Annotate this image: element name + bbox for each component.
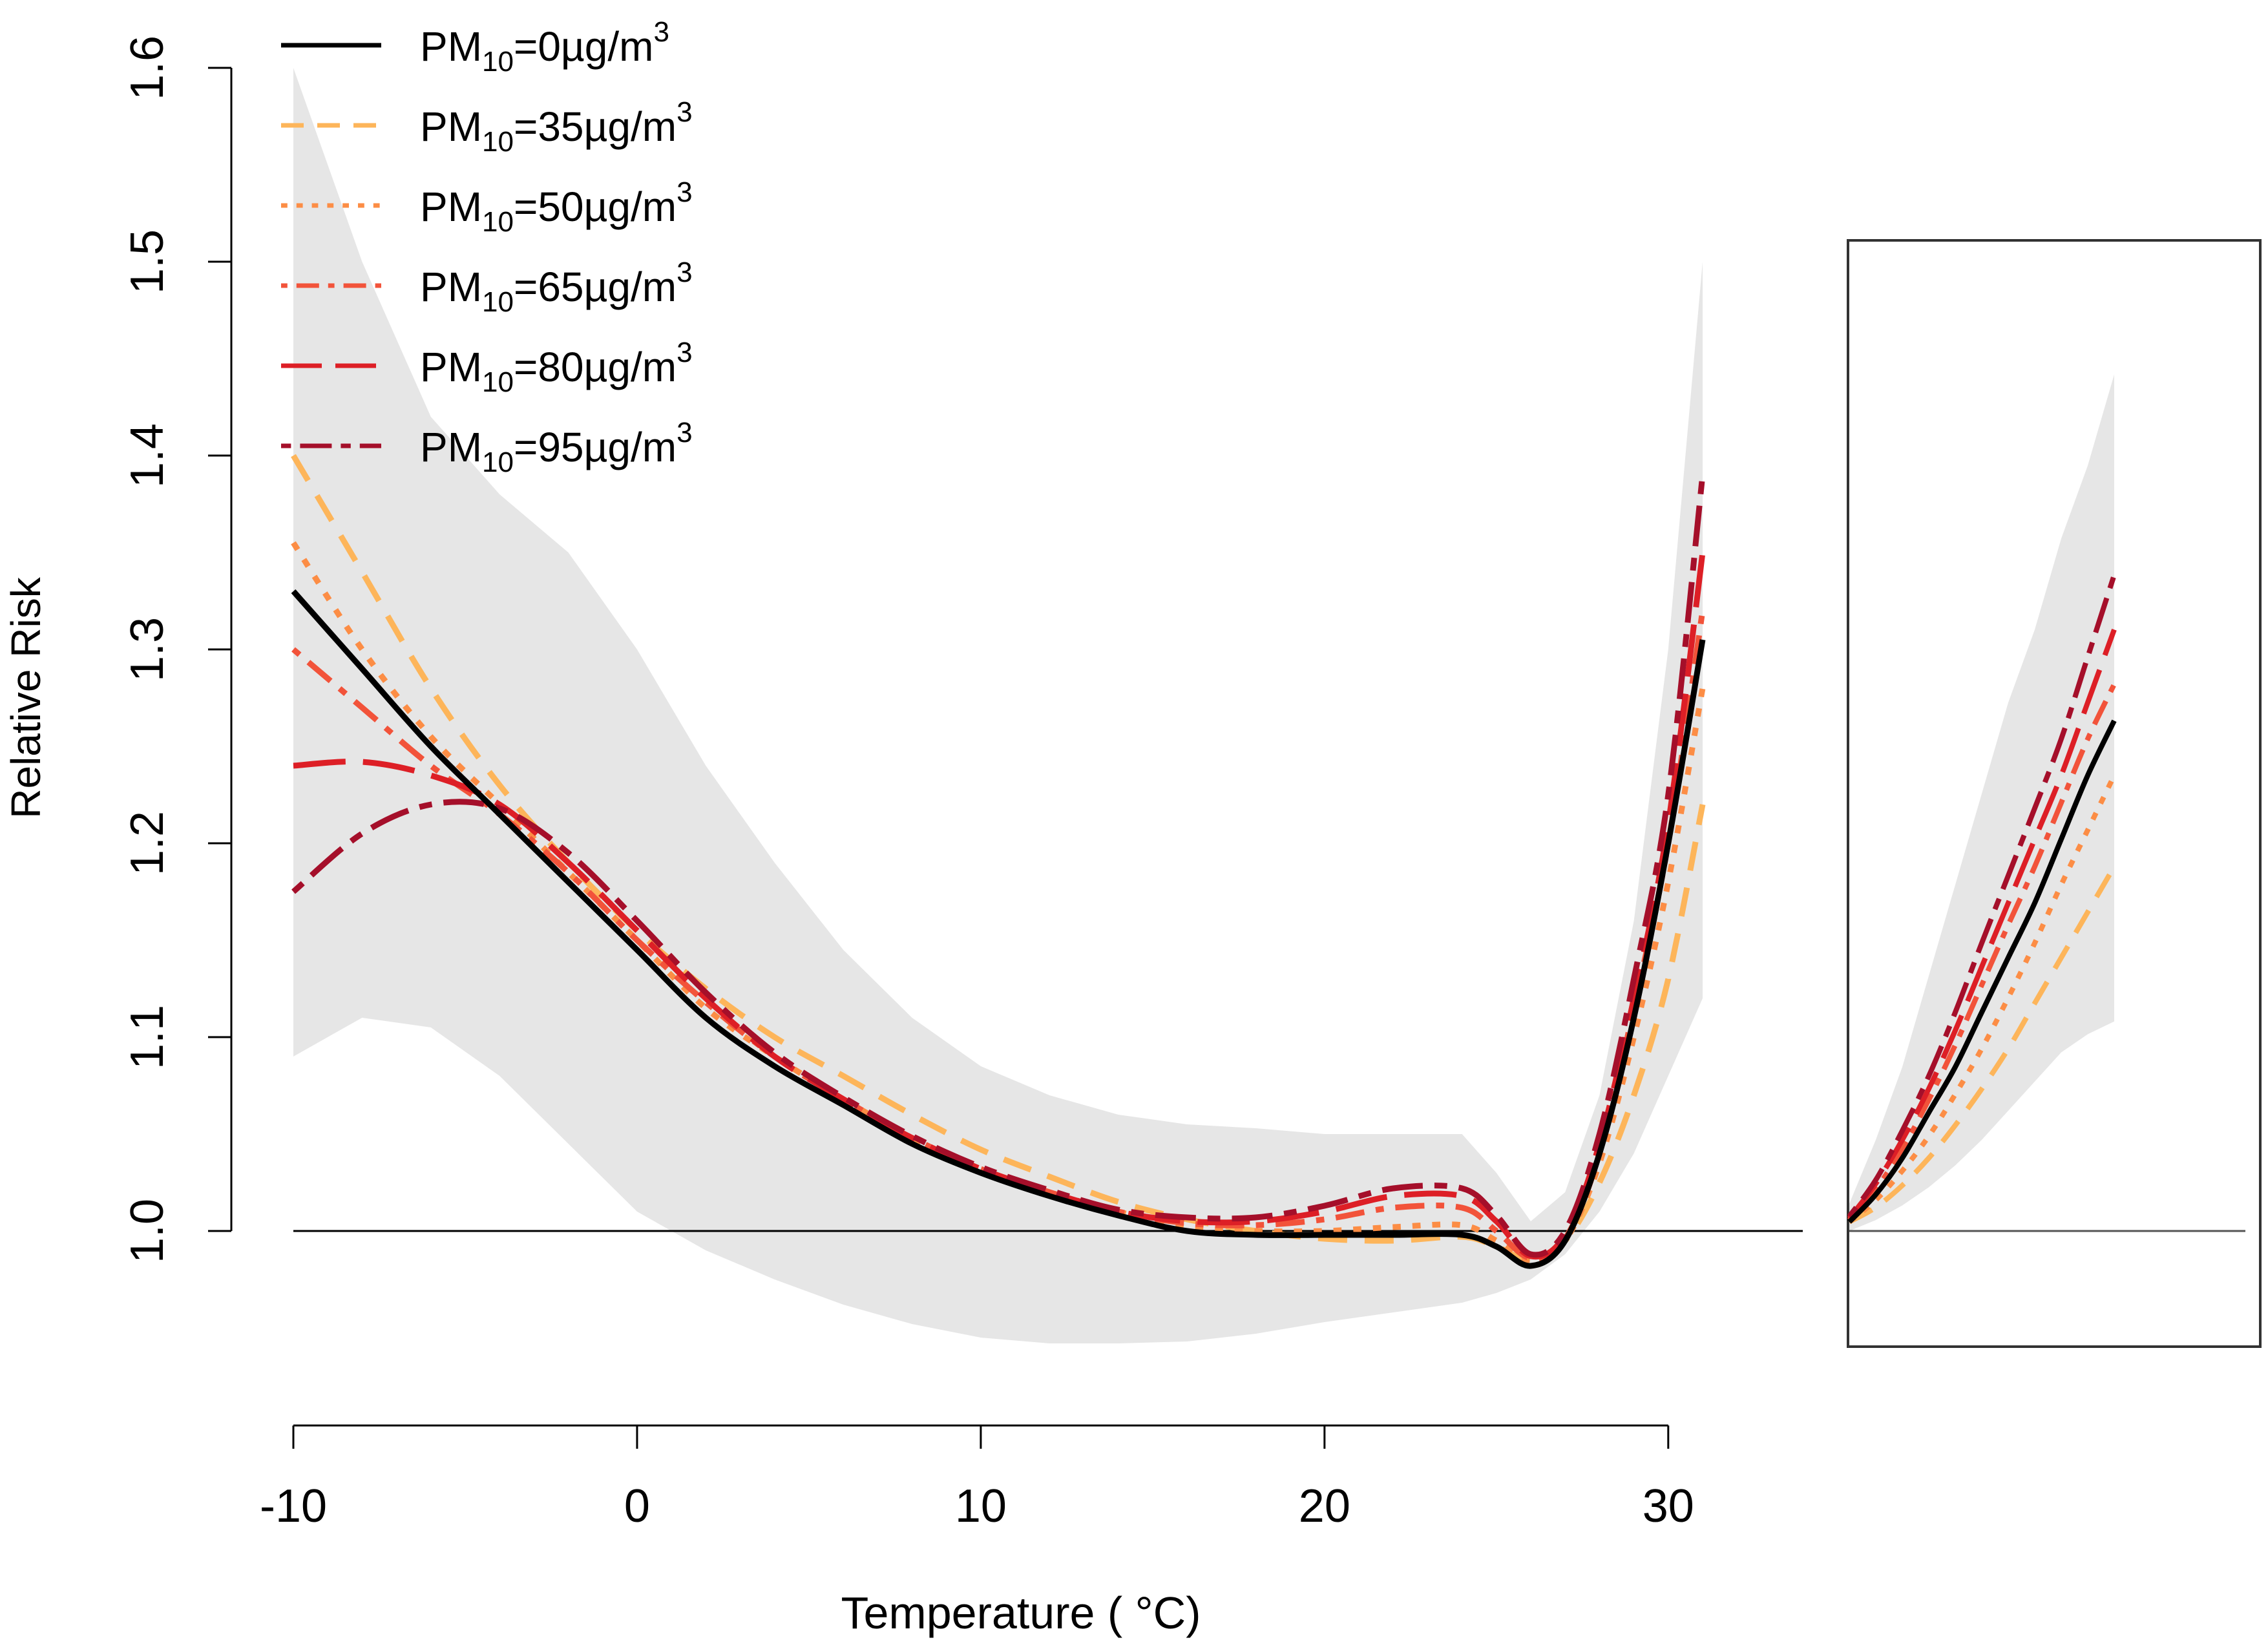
y-tick-label: 1.6 — [121, 36, 173, 100]
legend-label-1: PM10=35µg/m3 — [420, 96, 693, 158]
legend-label-0: PM10=0µg/m3 — [420, 16, 669, 78]
x-tick-label: 30 — [1643, 1480, 1694, 1532]
y-axis: 1.0 1.1 1.2 1.3 1.4 1.5 1.6 — [121, 36, 233, 1263]
confidence-band — [293, 68, 1703, 1343]
x-tick-label: 10 — [955, 1480, 1007, 1532]
series-line-1 — [291, 454, 1706, 1263]
confidence-band-area — [293, 68, 1703, 1343]
legend-label-2: PM10=50µg/m3 — [420, 176, 693, 238]
inset-panel — [1847, 239, 2262, 1348]
inset-series-line-0 — [1847, 719, 2117, 1224]
y-tick-label: 1.3 — [121, 617, 173, 682]
x-axis-label: Temperature ( °C) — [841, 1588, 1201, 1638]
inset-series-line-1 — [1848, 865, 2117, 1225]
x-axis-label-main: Temperature ( — [841, 1588, 1135, 1638]
y-tick-label: 1.5 — [121, 229, 173, 294]
y-axis-label: Relative Risk — [3, 576, 49, 818]
series-line-0 — [291, 589, 1706, 1269]
inset-confidence-band — [1849, 374, 2114, 1231]
y-tick-label: 1.1 — [121, 1005, 173, 1069]
inset-series-line-3 — [1847, 683, 2117, 1222]
inset-series-lines — [1847, 574, 2117, 1225]
x-tick-label: 0 — [624, 1480, 650, 1532]
x-axis-label-unit: °C) — [1135, 1588, 1201, 1638]
y-tick-label: 1.0 — [121, 1199, 173, 1263]
inset-series-line-4 — [1847, 629, 2117, 1220]
legend-label-5: PM10=95µg/m3 — [420, 417, 693, 478]
inset-series-line-5 — [1847, 574, 2117, 1218]
inset-band-area — [1849, 374, 2114, 1231]
y-tick-label: 1.2 — [121, 811, 173, 876]
x-tick-label: 20 — [1299, 1480, 1350, 1532]
inset-frame — [1847, 239, 2262, 1348]
legend: PM10=0µg/m3 PM10=35µg/m3 PM10=50µg/m3 PM10=… — [281, 16, 693, 478]
series-lines — [291, 454, 1706, 1269]
y-tick-label: 1.4 — [121, 423, 173, 488]
x-axis: -10 0 10 20 30 — [260, 1424, 1694, 1532]
legend-label-4: PM10=80µg/m3 — [420, 337, 693, 398]
legend-label-3: PM10=65µg/m3 — [420, 257, 693, 318]
inset-series-line-2 — [1847, 774, 2117, 1225]
series-line-5 — [291, 474, 1706, 1258]
x-tick-label: -10 — [260, 1480, 327, 1532]
